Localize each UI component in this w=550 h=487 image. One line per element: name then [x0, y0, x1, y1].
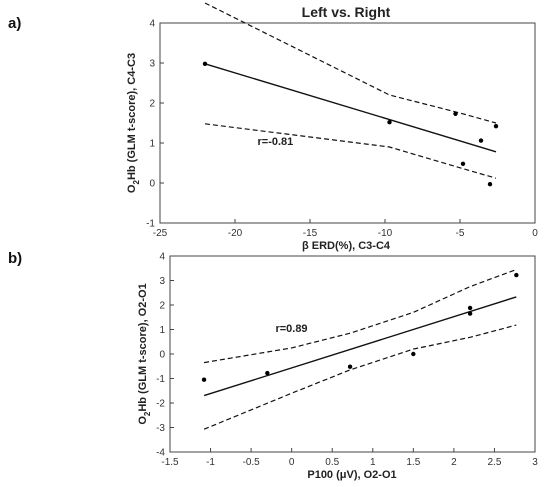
regression-line — [203, 296, 517, 397]
x-tick-label: 2 — [451, 457, 457, 468]
y-tick-label: 0 — [149, 179, 155, 190]
y-label-b-suffix: Hb (GLM t-score), O2-O1 — [137, 283, 149, 411]
ci-lower-line — [203, 324, 517, 430]
x-tick-label: 1 — [370, 457, 376, 468]
x-tick-label: -20 — [228, 228, 243, 239]
x-tick-label: -1.5 — [161, 457, 179, 468]
data-point — [202, 61, 208, 66]
correlation-annotation: r=0.89 — [275, 323, 307, 335]
x-tick-label: 0.5 — [325, 457, 339, 468]
y-tick-label: 4 — [149, 19, 155, 30]
data-point — [453, 111, 458, 117]
data-point — [478, 138, 484, 143]
ci-upper-line — [204, 2, 497, 124]
y-tick-label: 3 — [159, 276, 165, 287]
data-point — [460, 161, 466, 166]
y-tick-label: 4 — [159, 252, 165, 263]
chart-title: Left vs. Right — [302, 4, 391, 20]
y-label-a-suffix: Hb (GLM t-score), C4-C3 — [126, 53, 138, 180]
panel-letter-a: a) — [8, 15, 21, 32]
data-point — [265, 370, 270, 376]
x-axis-label-a: β ERD(%), C3-C4 — [302, 240, 391, 252]
y-tick-label: 1 — [149, 139, 155, 150]
y-tick-label: 0 — [159, 350, 165, 361]
x-tick-label: 0 — [289, 457, 295, 468]
x-tick-label: -15 — [303, 228, 318, 239]
y-axis-label-a: O2Hb (GLM t-score), C4-C3 — [126, 53, 141, 193]
y-tick-label: 1 — [159, 325, 165, 336]
panel-a: a) Left vs. Right -25 -20 -15 -10 -5 0-101234… — [8, 2, 538, 252]
x-tick-label: -10 — [378, 228, 393, 239]
x-tick-label: 2.5 — [487, 457, 501, 468]
ci-lower-line — [204, 123, 497, 179]
y-axis-label-b: O2Hb (GLM t-score), O2-O1 — [137, 283, 152, 424]
data-point — [467, 311, 473, 316]
y-tick-label: -2 — [156, 399, 165, 410]
x-tick-label: 3 — [532, 457, 538, 468]
y-tick-label: -3 — [156, 423, 165, 434]
y-tick-label: 2 — [149, 99, 155, 110]
y-label-b-prefix: O — [137, 416, 149, 425]
x-tick-label: 1.5 — [406, 457, 420, 468]
plot-area-a — [159, 22, 536, 224]
x-tick-label: -5 — [456, 228, 465, 239]
correlation-annotation: r=-0.81 — [258, 136, 294, 148]
data-point — [201, 377, 207, 382]
y-tick-label: -1 — [156, 374, 165, 385]
x-axis-label-b: P100 (μV), O2-O1 — [307, 469, 396, 481]
y-tick-label: 3 — [149, 59, 155, 70]
panel-b: b) -1.5 -1 -0.5 0 0.5 1 1.5 2 2.5 3 -4 -3 -2 -1 0 1 2 3 4 r… — [8, 250, 538, 481]
y-tick-label: -4 — [156, 448, 165, 459]
y-tick-label: -1 — [146, 219, 155, 230]
x-tick-label: -0.5 — [242, 457, 260, 468]
x-tick-label: -25 — [153, 228, 168, 239]
y-label-a-subscript: 2 — [132, 180, 141, 185]
x-tick-label: 0 — [532, 228, 538, 239]
marks-b: -1.5 -1 -0.5 0 0.5 1 1.5 2 2.5 3 -4 -3 -2 -1 0 1 2 3 4 r=0.… — [156, 252, 538, 469]
data-point — [387, 120, 392, 125]
y-label-b-subscript: 2 — [143, 411, 152, 416]
data-point — [411, 351, 416, 357]
ci-upper-line — [204, 268, 517, 364]
panel-letter-b: b) — [8, 250, 22, 267]
x-tick-label: -1 — [206, 457, 215, 468]
data-point — [487, 182, 493, 187]
y-label-a-prefix: O — [126, 184, 138, 193]
data-point — [493, 124, 499, 129]
regression-line — [204, 63, 497, 153]
data-point — [467, 305, 473, 311]
plot-area-b — [169, 255, 536, 453]
data-point — [347, 364, 353, 369]
y-tick-label: 2 — [159, 301, 165, 312]
data-point — [514, 272, 519, 278]
